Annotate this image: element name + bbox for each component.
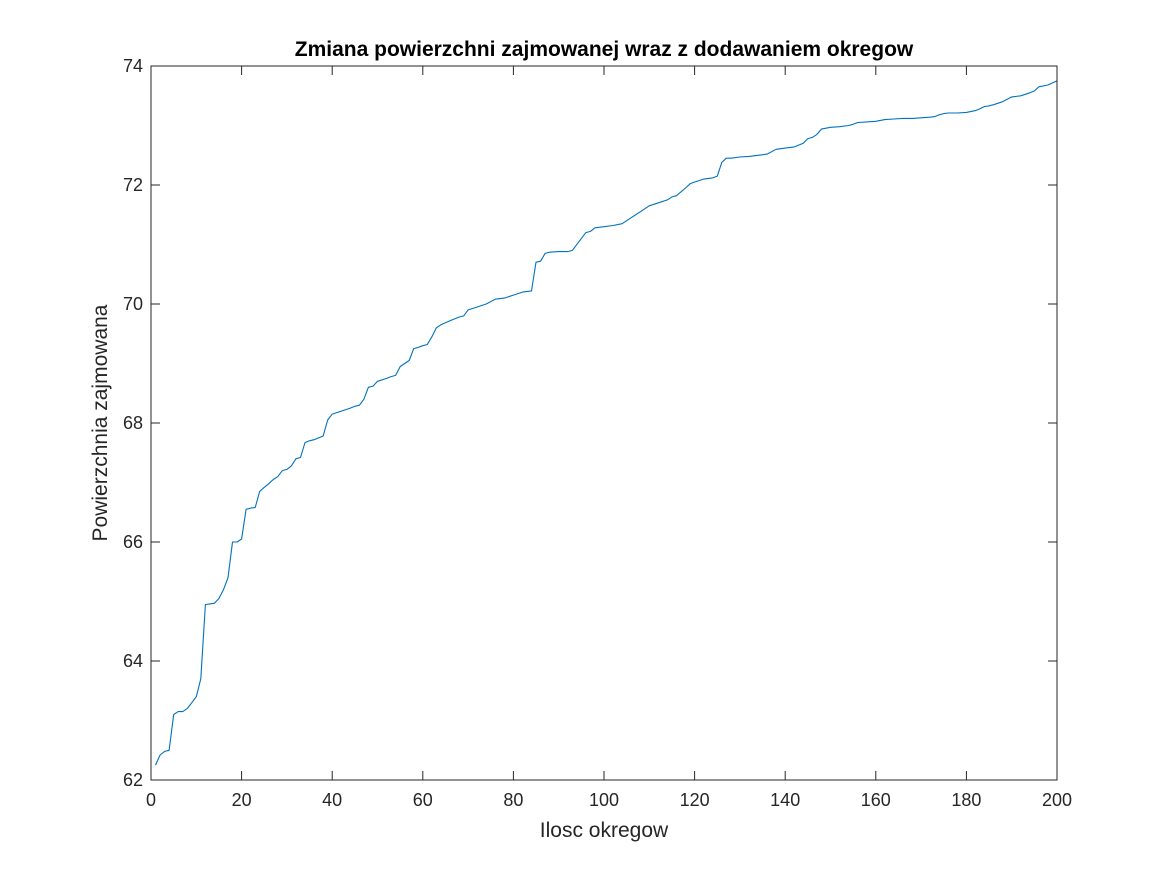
y-axis-label: Powierzchnia zajmowana [89,304,112,541]
x-tick-label: 0 [146,790,156,810]
x-axis-label: Ilosc okregow [540,819,669,842]
x-tick-label: 20 [232,790,252,810]
x-tick-label: 120 [680,790,710,810]
y-tick-label: 68 [123,413,143,433]
x-tick-label: 180 [951,790,981,810]
y-tick-label: 72 [123,175,143,195]
x-tick-label: 60 [413,790,433,810]
y-tick-label: 70 [123,294,143,314]
x-tick-label: 100 [589,790,619,810]
data-series-line [154,80,1058,766]
x-axis-ticks: 0 20 40 60 80 100 120 140 160 180 200 [146,66,1072,810]
y-tick-label: 66 [123,532,143,552]
chart-title: Zmiana powierzchni zajmowanej wraz z dod… [295,38,914,61]
y-axis-ticks: 62 64 66 68 70 72 74 [123,56,1057,790]
x-tick-label: 80 [503,790,523,810]
x-tick-label: 200 [1042,790,1072,810]
x-tick-label: 160 [861,790,891,810]
y-tick-label: 62 [123,770,143,790]
x-tick-label: 140 [770,790,800,810]
x-tick-label: 40 [322,790,342,810]
plot-frame [150,65,1058,781]
plot-area [151,66,1057,780]
y-tick-label: 64 [123,651,143,671]
y-tick-label: 74 [123,56,143,76]
